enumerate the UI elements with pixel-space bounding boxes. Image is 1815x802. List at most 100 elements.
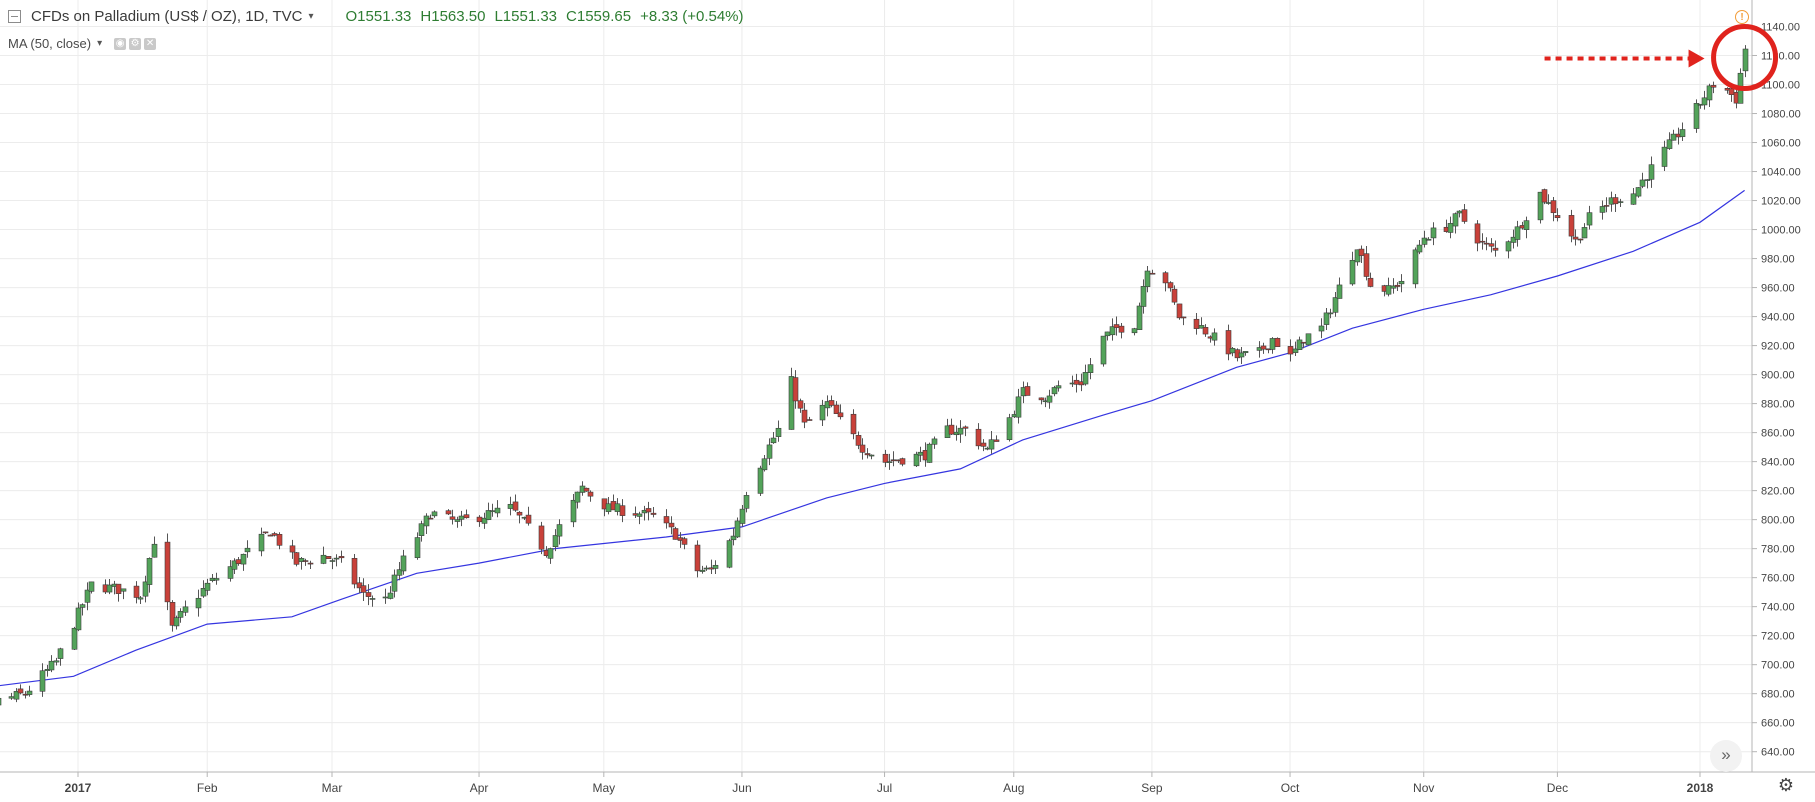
candle-up [1639,179,1646,187]
candle-down [276,534,283,546]
candle-down [855,435,862,446]
candle-up [200,587,207,597]
settings-icon[interactable]: ⚙ [129,37,142,50]
candle-up [1055,385,1062,389]
candle-up [1706,85,1713,101]
candle-up [489,510,496,512]
price-tick-label: 1120.00 [1761,51,1800,63]
candle-up [1421,237,1428,245]
candle-down [1180,316,1187,319]
time-tick-label: Mar [322,781,343,795]
candle-down [859,444,866,453]
collapse-legend-button[interactable] [8,10,21,23]
eye-icon[interactable]: ◉ [114,37,127,50]
candle-up [106,584,113,593]
candle-up [1505,241,1512,252]
annotation-arrowhead [1688,49,1705,68]
candle-up [1430,227,1437,239]
candle-up [1514,226,1521,240]
candle-down [1358,248,1365,256]
candle-up [53,660,60,663]
candle-up [485,510,492,520]
candle-up [1238,352,1245,358]
candle-up [1452,213,1459,227]
candle-up [1269,338,1276,350]
candle-up [120,588,127,592]
candle-up [0,697,2,706]
chart-grid [0,0,1752,772]
candle-down [890,459,897,462]
candle-up [1693,103,1700,129]
price-tick-label: 1140.00 [1761,22,1800,34]
candle-up [1581,227,1588,239]
candle-down [476,516,483,523]
candle-down [1577,238,1584,241]
candle-up [182,606,189,613]
time-tick-label: 2018 [1687,781,1714,795]
candle-up [1599,206,1606,213]
price-tick-label: 900.00 [1761,370,1795,382]
candle-up [298,558,305,562]
candle-up [1545,202,1552,204]
candle-up [770,437,777,444]
time-tick-label: May [592,781,615,795]
candle-up [320,554,327,564]
price-tick-label: 820.00 [1761,486,1795,498]
candle-up [926,443,933,463]
candle-up [574,491,581,503]
close-icon[interactable]: ✕ [144,37,157,50]
candle-up [712,564,719,569]
price-tick-label: 880.00 [1761,399,1795,411]
price-tick-label: 840.00 [1761,457,1795,469]
candle-down [806,419,813,421]
candle-up [481,517,488,524]
candle-down [797,400,804,409]
candle-up [739,508,746,524]
candle-down [1550,200,1557,214]
price-tick-label: 1080.00 [1761,109,1801,121]
candle-down [1488,243,1495,247]
price-tick-label: 980.00 [1761,254,1795,266]
candle-down [583,487,590,492]
price-tick-label: 680.00 [1761,689,1795,701]
candle-up [1229,348,1236,354]
warning-icon[interactable]: ! [1735,10,1749,24]
candle-up [1630,193,1637,205]
price-axis[interactable]: 640.00 660.00 680.00 700.00 720.00 740.00 760.… [1751,0,1801,772]
candle-down [672,528,679,540]
candle-down [1461,209,1468,222]
candle-down [1568,215,1575,237]
candle-up [458,515,465,520]
time-tick-label: Dec [1547,781,1568,795]
ma-50-line [0,189,1745,687]
candle-down [650,512,657,515]
chevron-down-icon[interactable]: ▾ [308,11,314,22]
change-value: +8.33 (+0.54%) [640,8,744,25]
candle-up [636,513,643,517]
chevron-down-icon[interactable]: ▾ [97,38,103,49]
candlestick-series [0,45,1749,706]
indicator-label[interactable]: MA (50, close) [8,36,92,51]
candle-up [151,543,158,558]
candle-down [1554,215,1561,219]
candle-up [570,499,577,523]
candle-up [988,439,995,450]
price-tick-label: 960.00 [1761,283,1795,295]
candle-up [1670,133,1677,141]
gear-icon[interactable]: ⚙ [1777,775,1795,795]
candle-up [766,444,773,459]
candle-up [1131,328,1138,334]
symbol-title[interactable]: CFDs on Palladium (US$ / OZ), 1D, TVC [31,8,303,25]
time-tick-label: Apr [470,781,489,795]
candle-up [1051,387,1058,395]
close-value: C1559.65 [566,8,632,25]
candle-down [289,545,296,553]
candle-down [1260,345,1267,350]
price-tick-label: 760.00 [1761,573,1795,585]
candle-up [418,523,425,536]
candle-up [391,574,398,592]
time-axis[interactable]: 2017 Feb Mar Apr May Jun Jul Aug Sep Oct Nov Dec 201… [0,771,1815,795]
double-chevron-right-icon[interactable]: » [1710,740,1742,772]
candle-up [26,690,33,695]
